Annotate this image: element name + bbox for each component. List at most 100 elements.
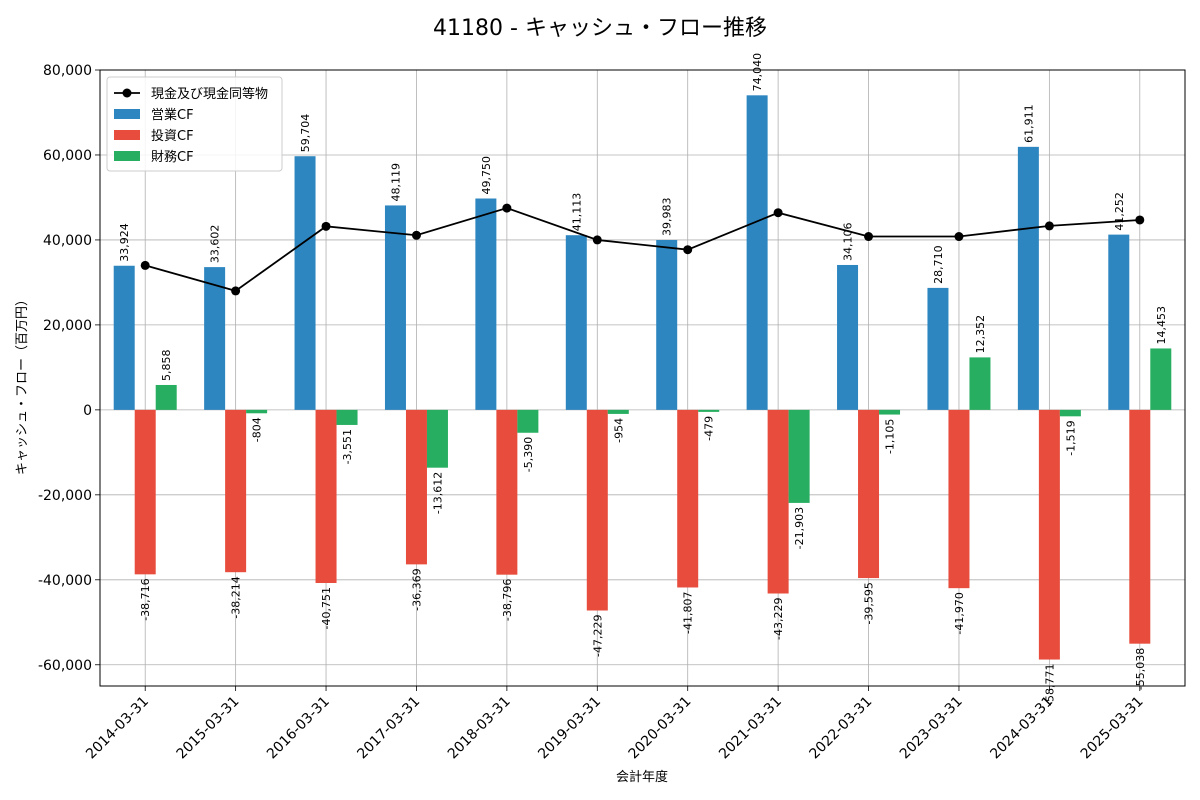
data-label: -40,751 (320, 587, 333, 629)
bar-financing (879, 409, 901, 415)
bar-investing (1129, 409, 1151, 644)
bar-financing (517, 409, 539, 433)
legend-swatch (114, 130, 140, 140)
data-label: -41,807 (682, 591, 695, 633)
cash-line-point (411, 230, 421, 240)
x-tick-label: 2021-03-31 (716, 694, 785, 763)
data-labels: 33,924 33,602 59,704 48,119 49,750 41,113 39,9… (118, 53, 1168, 706)
data-label: 49,750 (480, 156, 493, 195)
cash-line-point (231, 286, 241, 296)
bar-investing (405, 409, 427, 565)
data-label: -1,105 (884, 419, 897, 454)
data-label: -43,229 (772, 598, 785, 640)
cash-line-point (864, 232, 874, 242)
cash-line-point (683, 245, 693, 255)
x-tick-label: 2024-03-31 (987, 694, 1056, 763)
data-label: -804 (251, 417, 264, 442)
legend-label: 営業CF (151, 107, 194, 123)
bar-operating (656, 240, 678, 410)
cash-line-point (773, 208, 783, 218)
legend-marker (122, 88, 132, 98)
data-label: -954 (612, 418, 625, 443)
data-label: 33,602 (209, 225, 222, 264)
bars (113, 95, 1172, 660)
data-label: 48,119 (389, 163, 402, 202)
bar-investing (496, 409, 518, 575)
bar-operating (475, 198, 497, 410)
plot-frame (99, 69, 1186, 687)
y-tick-label: 0 (83, 403, 92, 419)
x-tick-label: 2019-03-31 (535, 694, 604, 763)
data-label: -39,595 (863, 582, 876, 624)
y-tick-label: 40,000 (43, 233, 92, 249)
x-tick-label: 2018-03-31 (445, 694, 514, 763)
cash-line-point (1135, 215, 1145, 225)
data-label: -38,716 (139, 578, 152, 620)
y-tick-label: 20,000 (43, 318, 92, 334)
bar-operating (565, 235, 587, 410)
cash-line-point (140, 260, 150, 270)
bar-operating (294, 156, 316, 410)
data-label: -58,771 (1043, 664, 1056, 706)
bar-investing (677, 409, 699, 588)
bar-investing (134, 409, 156, 575)
data-label: -47,229 (591, 615, 604, 657)
legend-label: 投資CF (151, 128, 194, 144)
x-axis-label: 会計年度 (616, 769, 668, 785)
x-tick-label: 2017-03-31 (354, 694, 423, 763)
y-tick-label: -20,000 (38, 488, 92, 504)
data-label: 59,704 (299, 114, 312, 153)
bar-investing (586, 409, 608, 611)
cash-line-point (1044, 221, 1054, 231)
bar-financing (607, 409, 629, 414)
legend-swatch (114, 109, 140, 119)
bar-investing (767, 409, 789, 594)
bar-operating (927, 287, 949, 410)
legend-label: 財務CF (151, 150, 194, 165)
bar-operating (384, 205, 406, 410)
x-tick-label: 2014-03-31 (83, 694, 152, 763)
bar-investing (315, 409, 337, 583)
cash-line-point (502, 203, 512, 213)
x-tick-label: 2025-03-31 (1078, 694, 1147, 763)
bar-financing (246, 409, 268, 414)
bar-financing (426, 409, 448, 468)
legend-swatch (114, 151, 140, 161)
data-label: 33,924 (118, 223, 131, 262)
bar-operating (746, 95, 768, 410)
bar-financing (336, 409, 358, 425)
data-label: 39,983 (661, 198, 674, 237)
data-label: 14,453 (1155, 306, 1168, 345)
bar-financing (1059, 409, 1081, 417)
data-label: 34,106 (842, 222, 855, 261)
bar-financing (788, 409, 810, 503)
data-label: -21,903 (793, 507, 806, 549)
data-label: 74,040 (751, 53, 764, 92)
bar-financing (155, 384, 177, 410)
y-axis-label: キャッシュ・フロー（百万円） (15, 293, 30, 475)
data-label: 28,710 (932, 245, 945, 284)
bar-financing (969, 357, 991, 410)
data-label: -479 (703, 416, 716, 441)
cash-line-point (954, 232, 964, 242)
data-label: 12,352 (974, 315, 987, 354)
data-label: -36,369 (410, 568, 423, 610)
cash-line-path (144, 207, 1140, 292)
x-tick-label: 2023-03-31 (897, 694, 966, 763)
bar-investing (948, 409, 970, 589)
bar-financing (698, 409, 720, 412)
data-label: 41,113 (570, 193, 583, 232)
x-tick-label: 2020-03-31 (626, 694, 695, 763)
y-tick-label: -40,000 (38, 573, 92, 589)
bar-investing (225, 409, 247, 573)
y-tick-label: 80,000 (43, 63, 92, 79)
data-label: -41,970 (953, 592, 966, 634)
bar-investing (1038, 409, 1060, 660)
data-label: 5,858 (160, 349, 173, 381)
data-label: -3,551 (341, 429, 354, 464)
legend-box (106, 76, 283, 172)
y-tick-label: 60,000 (43, 148, 92, 164)
bar-operating (1017, 146, 1039, 410)
data-label: 41,252 (1113, 192, 1126, 231)
